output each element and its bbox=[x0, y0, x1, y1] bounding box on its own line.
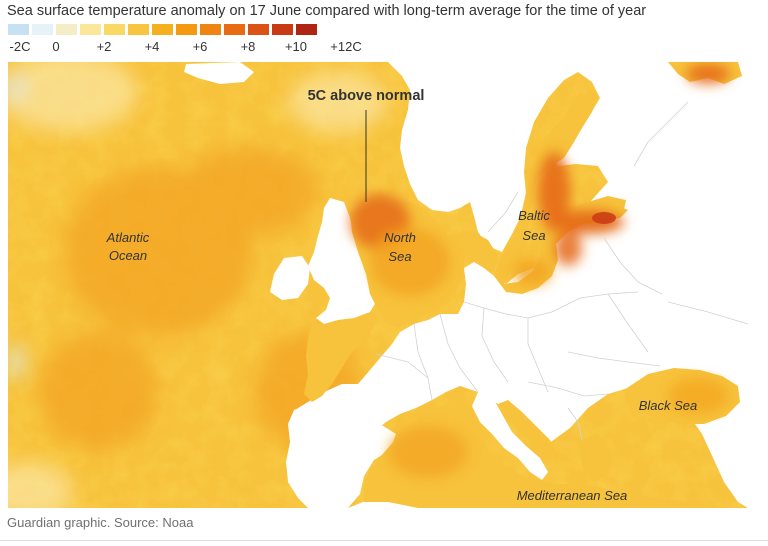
legend-swatch bbox=[248, 24, 269, 35]
annotation-text: 5C above normal bbox=[308, 88, 425, 104]
legend-swatch bbox=[224, 24, 245, 35]
legend-swatch bbox=[104, 24, 125, 35]
baltic-sea-label: Baltic bbox=[518, 208, 550, 223]
legend-swatch bbox=[272, 24, 293, 35]
legend-swatch bbox=[32, 24, 53, 35]
atlantic-ocean-label: Atlantic bbox=[106, 230, 150, 245]
source-credit: Guardian graphic. Source: Noaa bbox=[7, 515, 194, 530]
legend-tick: +12C bbox=[330, 39, 362, 54]
legend-tick: +2 bbox=[96, 39, 112, 54]
legend-swatch bbox=[128, 24, 149, 35]
baltic-sea-label: Sea bbox=[522, 228, 545, 243]
hotspot-gulf-finland bbox=[592, 212, 616, 224]
legend-tick: +4 bbox=[144, 39, 160, 54]
legend-tick: +6 bbox=[192, 39, 208, 54]
legend-swatch bbox=[200, 24, 221, 35]
black-sea-label: Black Sea bbox=[639, 398, 698, 413]
atlantic-ocean-label: Ocean bbox=[109, 248, 147, 263]
legend-tick: -2C bbox=[9, 39, 31, 54]
legend-swatch bbox=[8, 24, 29, 35]
country-borders bbox=[375, 101, 749, 441]
legend-swatch bbox=[176, 24, 197, 35]
north-sea-label: North bbox=[384, 230, 416, 245]
hot-zones bbox=[350, 64, 730, 478]
chart-title: Sea surface temperature anomaly on 17 Ju… bbox=[7, 3, 647, 19]
bottom-divider bbox=[0, 540, 768, 541]
mediterranean-sea-label: Mediterranean Sea bbox=[517, 488, 628, 503]
europe-map: Atlantic Ocean North Sea Baltic Sea Blac… bbox=[8, 62, 762, 508]
legend-tick: +10 bbox=[284, 39, 308, 54]
legend-swatch bbox=[296, 24, 317, 35]
pale-patches bbox=[8, 62, 388, 508]
legend-swatch bbox=[56, 24, 77, 35]
color-legend: -2C 0 +2 +4 +6 +8 +10 +12C bbox=[8, 24, 372, 58]
legend-swatch bbox=[80, 24, 101, 35]
legend-tick: 0 bbox=[52, 39, 60, 54]
legend-swatch bbox=[152, 24, 173, 35]
legend-tick: +8 bbox=[240, 39, 256, 54]
north-sea-label: Sea bbox=[388, 249, 411, 264]
